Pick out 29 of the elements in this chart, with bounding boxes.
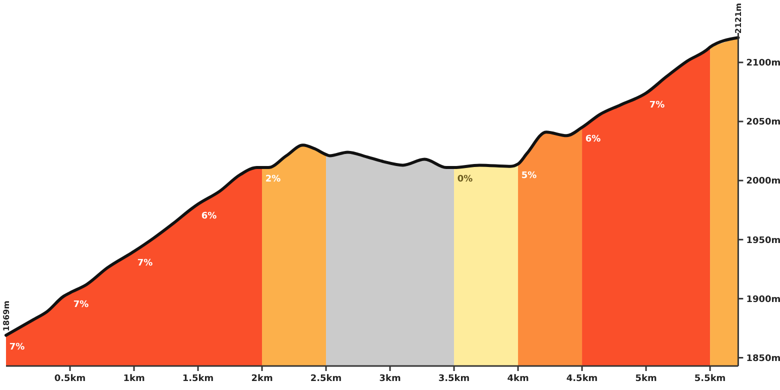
- y-tick-label: 1950m: [746, 236, 780, 246]
- x-tick-label: 0.5km: [54, 374, 86, 384]
- x-tick-label: 3km: [379, 374, 401, 384]
- annotation: 6%: [585, 134, 601, 145]
- annotation: 7%: [9, 342, 25, 352]
- annotation: 7%: [137, 258, 153, 269]
- annotation: 5%: [521, 171, 537, 182]
- x-tick-label: 5.5km: [694, 374, 726, 384]
- annotation: 7%: [73, 300, 89, 310]
- x-tick-label: 2.5km: [310, 374, 342, 384]
- x-tick-label: 4km: [507, 374, 529, 384]
- x-tick-label: 1.5km: [182, 374, 214, 384]
- annotation: 6%: [201, 211, 217, 222]
- y-tick-label: 1850m: [746, 354, 780, 364]
- y-tick-label: 2050m: [746, 118, 780, 128]
- y-tick-label: 1900m: [746, 294, 780, 305]
- x-tick-label: 5km: [635, 374, 657, 384]
- annotation: 2121m: [734, 3, 744, 34]
- line-series: [4, 36, 740, 337]
- x-tick-label: 3.5km: [438, 374, 470, 384]
- annotation: 1869m: [2, 300, 11, 332]
- annotation: 7%: [649, 100, 665, 110]
- annotation: 2%: [265, 174, 281, 185]
- y-tick-label: 2100m: [746, 58, 780, 69]
- x-tick-label: 2km: [251, 374, 273, 384]
- x-tick-label: 1km: [123, 374, 145, 384]
- annotation: 0%: [457, 174, 473, 185]
- y-tick-label: 2000m: [746, 176, 780, 187]
- x-tick-label: 4.5km: [566, 374, 598, 384]
